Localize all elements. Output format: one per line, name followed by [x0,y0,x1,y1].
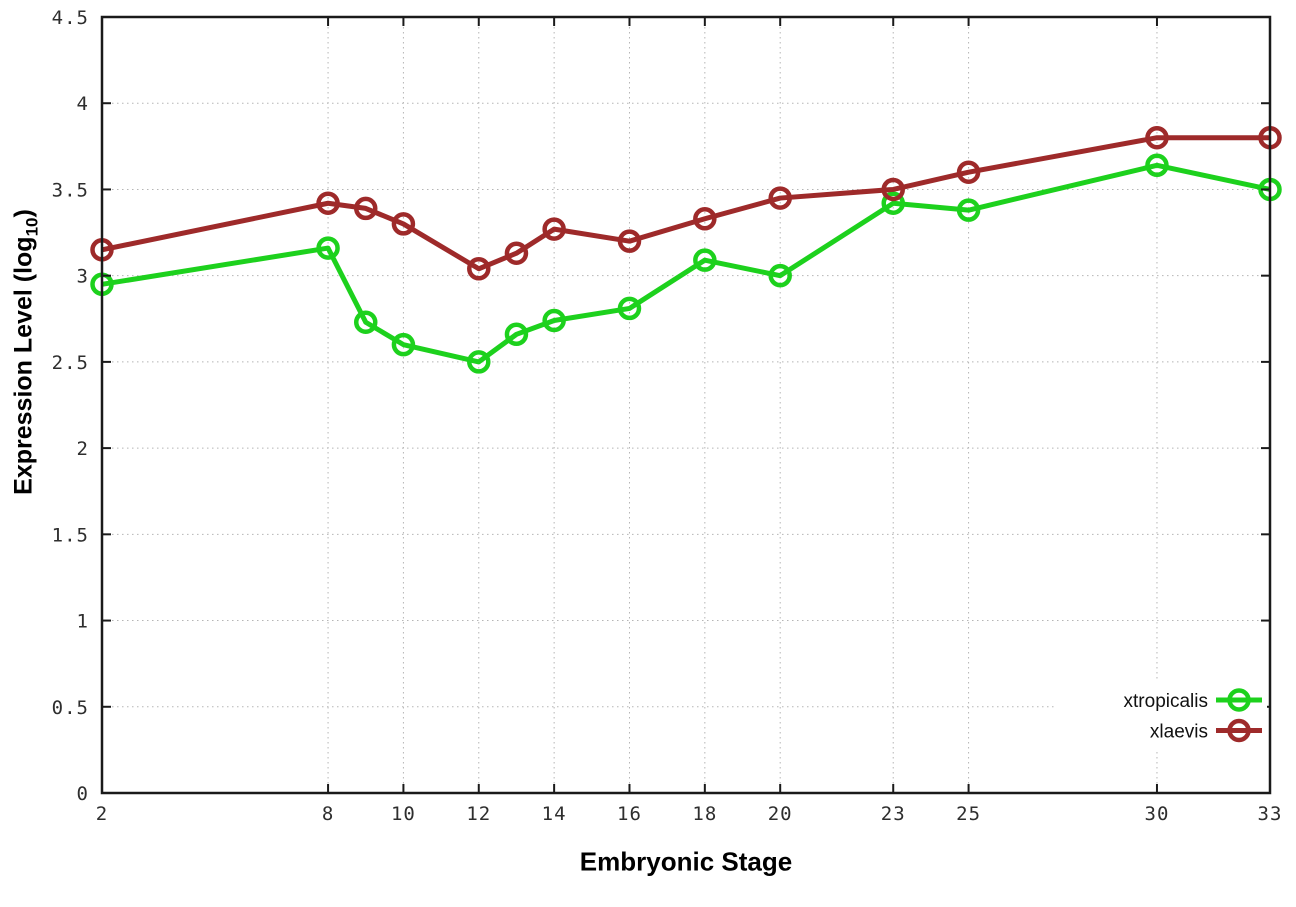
x-tick-label: 30 [1145,803,1170,825]
x-tick-label: 2 [96,803,108,825]
series-xtropicalis [90,153,1282,374]
x-tick-label: 8 [322,803,334,825]
series-xlaevis-marker [542,217,566,241]
y-axis-title: Expression Level (log10) [10,209,43,495]
y-axis-title-subscript: 10 [22,217,42,237]
x-axis-title: Embryonic Stage [579,846,793,877]
series-xtropicalis-marker [768,263,792,288]
series-xtropicalis-marker [693,248,717,272]
series-xtropicalis-marker [881,191,905,215]
y-tick-labels: 0 0.5 1 1.5 2 2.5 3 3.5 4 4.5 [52,7,89,805]
legend-marker-sample [1227,688,1251,712]
series-xlaevis-marker [353,196,378,221]
x-tick-labels: 2 8 10 12 14 16 18 20 23 25 30 33 [96,803,1283,825]
legend-item-xtropicalis: xtropicalis [1124,688,1262,712]
y-axis-title-text: Expression Level (log [9,236,38,495]
gridlines [101,16,1271,794]
y-tick-label: 3 [77,266,89,288]
x-tick-label: 23 [881,803,906,825]
axis-ticks [101,16,1271,794]
series-xlaevis-marker [881,177,905,202]
y-tick-label: 0.5 [52,697,89,719]
series-xtropicalis-marker [1145,153,1169,178]
x-tick-label: 33 [1258,803,1283,825]
series-xlaevis-marker [316,191,340,215]
y-tick-label: 1.5 [52,524,89,546]
series-xlaevis-marker [1145,125,1169,150]
x-tick-label: 25 [956,803,981,825]
series-xlaevis-marker [391,212,416,236]
y-tick-label: 4 [77,93,89,115]
y-tick-label: 4.5 [52,7,89,29]
series-xtropicalis-marker [353,310,378,334]
series-xlaevis-marker [467,257,491,281]
x-tick-label: 14 [542,803,567,825]
series-xtropicalis-marker [956,198,981,222]
legend-marker-sample [1227,718,1251,743]
legend: xtropicalis xlaevis [1056,680,1267,750]
y-tick-label: 2 [77,438,89,460]
series-xtropicalis-marker [617,296,642,321]
y-tick-label: 1 [77,611,89,633]
series-xtropicalis-line [101,162,1271,365]
x-tick-label: 10 [391,803,416,825]
y-tick-label: 2.5 [52,352,89,374]
series-xlaevis-marker [768,186,792,210]
series-xlaevis-marker [504,241,529,265]
x-tick-label: 20 [768,803,793,825]
series-xtropicalis-marker [467,350,491,374]
series-xtropicalis-marker [504,322,529,347]
series-xtropicalis-marker [542,308,566,333]
series-xtropicalis-marker [316,236,340,260]
plot-border [100,15,1272,795]
legend-label-xlaevis: xlaevis [1150,722,1208,743]
x-tick-label: 18 [692,803,717,825]
legend-label-xtropicalis: xtropicalis [1124,691,1208,712]
x-tick-label: 16 [617,803,642,825]
y-axis-title-close-paren: ) [9,209,38,218]
y-tick-label: 0 [77,783,89,805]
series-xlaevis-marker [693,207,717,231]
x-tick-label: 12 [466,803,491,825]
series-xlaevis-marker [956,160,981,184]
series-xlaevis-marker [617,229,642,253]
y-tick-label: 3.5 [52,179,89,201]
series-xtropicalis-marker [391,332,416,357]
series-xlaevis-line [101,135,1270,272]
legend-item-xlaevis: xlaevis [1150,718,1262,743]
